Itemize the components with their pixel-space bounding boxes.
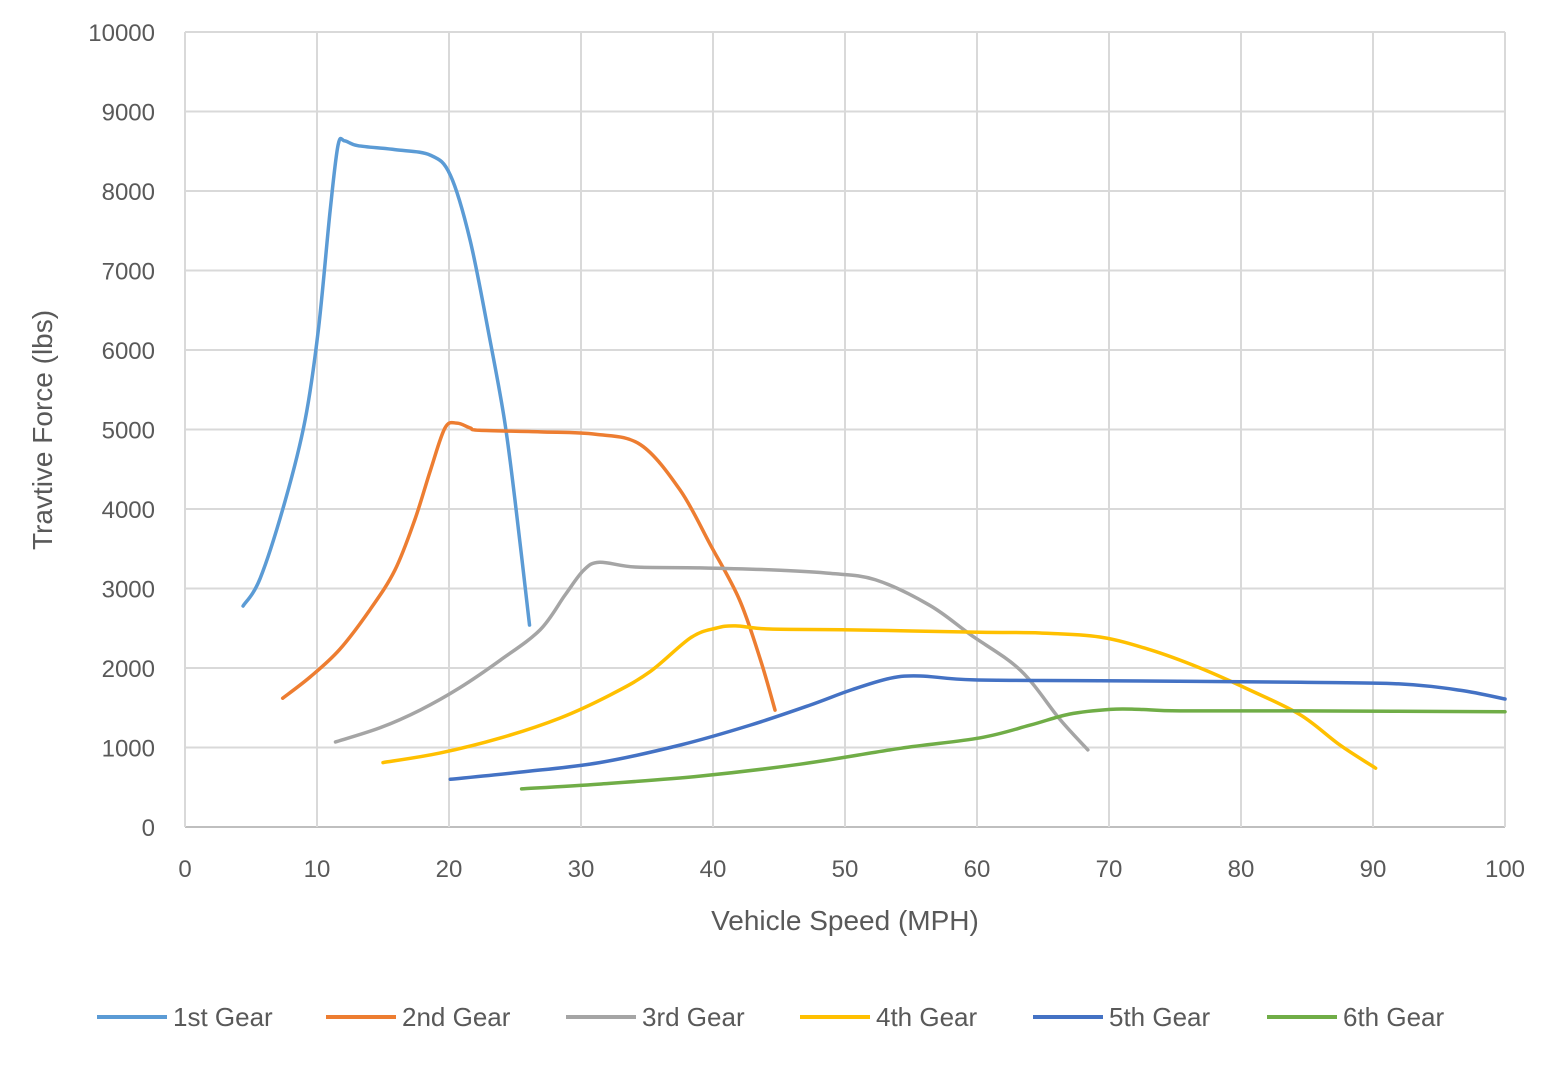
x-tick-label: 40 [700,856,727,883]
y-tick-label: 1000 [102,736,155,763]
series-line-1st-gear [241,136,532,627]
y-tick-label: 9000 [102,100,155,127]
y-tick-label: 0 [142,815,155,842]
series-line-3rd-gear [333,560,1090,752]
legend-label: 6th Gear [1343,1002,1445,1032]
series-line-2nd-gear [280,420,777,712]
y-tick-label: 7000 [102,259,155,286]
x-tick-label: 90 [1360,856,1387,883]
x-tick-label: 30 [568,856,595,883]
x-tick-label: 80 [1228,856,1255,883]
y-axis-title: Travtive Force (lbs) [27,310,58,550]
legend-label: 2nd Gear [402,1002,511,1032]
y-tick-label: 4000 [102,497,155,524]
y-tick-label: 3000 [102,577,155,604]
x-tick-label: 10 [304,856,331,883]
legend-label: 1st Gear [173,1002,273,1032]
legend-item: 6th Gear [1267,1002,1445,1032]
x-tick-label: 20 [436,856,463,883]
x-tick-label: 70 [1096,856,1123,883]
x-tick-label: 60 [964,856,991,883]
y-tick-label: 2000 [102,656,155,683]
legend: 1st Gear 2nd Gear 3rd Gear 4th Gear 5th Gear… [97,1002,1445,1032]
x-tick-label: 0 [178,856,191,883]
y-tick-label: 8000 [102,179,155,206]
series-line-6th-gear [519,707,1507,791]
legend-item: 2nd Gear [326,1002,511,1032]
x-tick-labels: 0 10 20 30 40 50 60 70 80 90 100 [178,856,1525,883]
legend-item: 4th Gear [800,1002,978,1032]
x-tick-label: 50 [832,856,859,883]
legend-label: 4th Gear [876,1002,978,1032]
legend-item: 1st Gear [97,1002,273,1032]
legend-item: 3rd Gear [566,1002,745,1032]
series-lines [241,136,1507,791]
x-axis-title: Vehicle Speed (MPH) [711,905,979,936]
y-tick-label: 10000 [88,20,155,47]
gridlines [184,31,1506,828]
series-line-5th-gear [448,674,1507,782]
y-tick-label: 6000 [102,338,155,365]
x-tick-label: 100 [1485,856,1525,883]
legend-item: 5th Gear [1033,1002,1211,1032]
legend-label: 5th Gear [1109,1002,1211,1032]
series-line-4th-gear [381,624,1378,770]
legend-label: 3rd Gear [642,1002,745,1032]
y-tick-labels: 0 1000 2000 3000 4000 5000 6000 7000 8000 9000 100… [88,20,155,842]
y-tick-label: 5000 [102,418,155,445]
